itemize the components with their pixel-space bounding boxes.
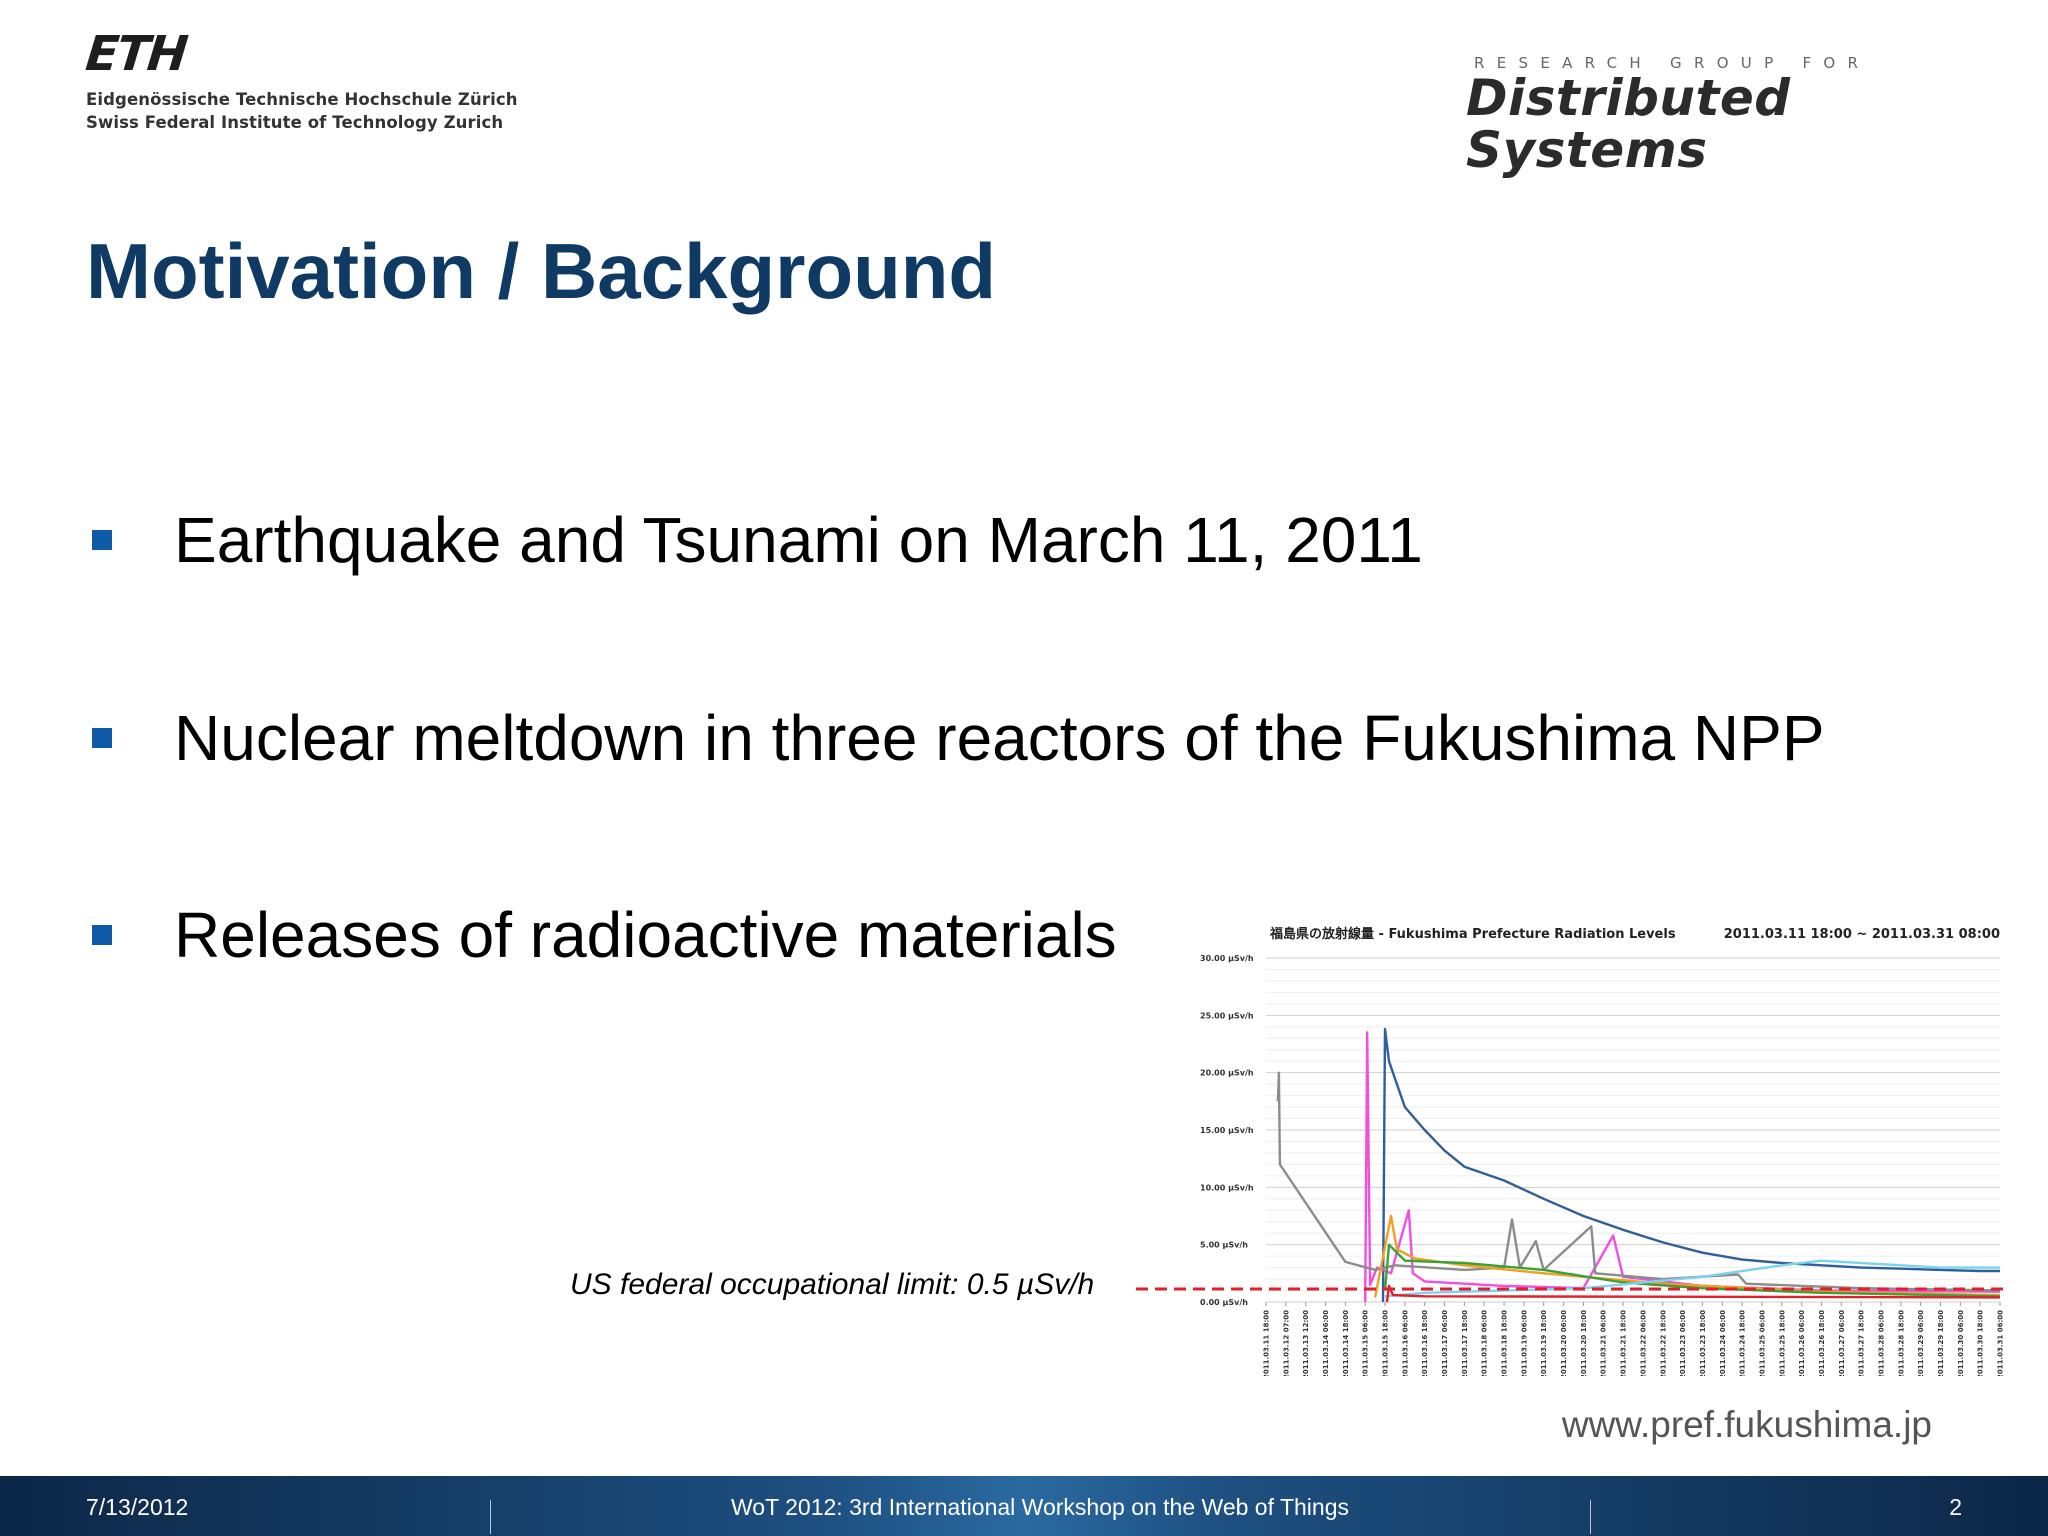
radiation-levels-chart: 福島県の放射線量 - Fukushima Prefecture Radiatio… [1200,926,2005,1376]
bullet-square-icon [92,925,112,945]
chart-series-line [1385,1284,2001,1303]
bullet-item: Releases of radioactive materials [86,895,1117,975]
chart-x-tick-label: 2011.03.17 06:00 [1441,1310,1449,1376]
chart-x-tick-label: 2011.03.30 18:00 [1977,1310,1985,1376]
chart-y-tick-label: 25.00 µSv/h [1200,1011,1254,1020]
bullet-text: Nuclear meltdown in three reactors of th… [174,702,1825,774]
chart-series-line [1383,1243,2001,1298]
chart-x-tick-label: 2011.03.16 06:00 [1401,1310,1409,1376]
chart-y-tick-label: 15.00 µSv/h [1200,1126,1254,1135]
chart-y-tick-label: 20.00 µSv/h [1200,1069,1254,1078]
chart-x-tick-label: 2011.03.21 06:00 [1600,1310,1608,1376]
chart-x-tick-label: 2011.03.29 18:00 [1937,1310,1945,1376]
chart-x-tick-label: 2011.03.16 18:00 [1421,1310,1429,1376]
chart-x-tick-label: 2011.03.17 18:00 [1461,1310,1469,1376]
chart-x-tick-label: 2011.03.21 18:00 [1620,1310,1628,1376]
bullet-text: Earthquake and Tsunami on March 11, 2011 [174,504,1423,576]
chart-y-tick-label: 10.00 µSv/h [1200,1183,1254,1192]
eth-logo-line1: Eidgenössische Technische Hochschule Zür… [86,90,518,109]
chart-x-tick-label: 2011.03.22 18:00 [1659,1310,1667,1376]
eth-logo-line2: Swiss Federal Institute of Technology Zu… [86,113,504,132]
chart-y-tick-label: 5.00 µSv/h [1200,1241,1248,1250]
chart-series [1276,1027,2001,1303]
bullet-square-icon [92,530,112,550]
chart-x-tick-label: 2011.03.11 18:00 [1263,1310,1271,1376]
chart-series-line [1381,1027,2000,1303]
chart-x-tick-label: 2011.03.20 18:00 [1580,1310,1588,1376]
chart-series-line [1364,1031,2001,1303]
chart-title: 福島県の放射線量 - Fukushima Prefecture Radiatio… [1269,926,1676,942]
chart-x-tick-label: 2011.03.19 06:00 [1520,1310,1528,1376]
chart-x-tick-label: 2011.03.18 18:00 [1501,1310,1509,1376]
chart-y-tick-label: 30.00 µSv/h [1200,954,1254,963]
chart-series-line [1384,1259,2000,1298]
footer-page-number: 2 [1949,1494,1962,1520]
chart-x-tick-label: 2011.03.14 18:00 [1342,1310,1350,1376]
chart-gridlines [1266,957,2000,1303]
chart-date-range: 2011.03.11 18:00 ~ 2011.03.31 08:00 [1724,927,2000,942]
eth-logo-mark: ETH [83,26,189,82]
chart-x-tick-label: 2011.03.30 06:00 [1957,1310,1965,1376]
chart-x-tick-label: 2011.03.29 06:00 [1917,1310,1925,1376]
occupational-limit-label: US federal occupational limit: 0.5 µSv/h [570,1268,1095,1301]
chart-y-tick-label: 0.00 µSv/h [1200,1298,1248,1307]
research-group-name: Distributed Systems [1466,69,1791,179]
slide-title: Motivation / Background [86,227,997,315]
chart-x-tick-label: 2011.03.26 06:00 [1798,1310,1806,1376]
chart-x-tick-label: 2011.03.23 18:00 [1699,1310,1707,1376]
chart-x-tick-label: 2011.03.24 18:00 [1739,1310,1747,1376]
chart-x-tick-label: 2011.03.25 18:00 [1778,1310,1786,1376]
chart-series-line [1276,1071,2001,1292]
chart-x-tick-label: 2011.03.25 06:00 [1758,1310,1766,1376]
bullet-item: Nuclear meltdown in three reactors of th… [86,698,1825,778]
chart-x-tick-label: 2011.03.13 12:00 [1302,1310,1310,1376]
occupational-limit-line [1136,1287,2008,1291]
chart-x-ticks: 2011.03.11 18:00 2011.03.12 07:00 2011.03.… [1263,1302,2005,1376]
chart-x-tick-label: 2011.03.31 06:00 [1997,1310,2005,1376]
research-group-logo: RESEARCH GROUP FOR Distributed Systems [1466,54,1966,176]
research-group-kicker: RESEARCH GROUP FOR [1474,54,1871,72]
chart-y-ticks: 0.00 µSv/h 5.00 µSv/h 10.00 µSv/h 15.00 µSv… [1200,954,1254,1307]
footer-date: 7/13/2012 [86,1494,189,1520]
footer-divider [490,1500,491,1534]
footer-title: WoT 2012: 3rd International Workshop on … [731,1494,1349,1520]
bullet-text: Releases of radioactive materials [174,899,1117,971]
chart-x-tick-label: 2011.03.28 18:00 [1897,1310,1905,1376]
chart-x-tick-label: 2011.03.14 06:00 [1322,1310,1330,1376]
eth-logo: ETH Eidgenössische Technische Hochschule… [83,26,518,134]
chart-x-tick-label: 2011.03.15 18:00 [1382,1310,1390,1376]
chart-x-tick-label: 2011.03.23 06:00 [1679,1310,1687,1376]
chart-x-tick-label: 2011.03.27 06:00 [1838,1310,1846,1376]
slide-footer: 7/13/2012 WoT 2012: 3rd International Wo… [0,1476,2048,1536]
chart-x-tick-label: 2011.03.20 06:00 [1560,1310,1568,1376]
chart-x-tick-label: 2011.03.19 18:00 [1540,1310,1548,1376]
chart-x-tick-label: 2011.03.12 07:00 [1282,1310,1290,1376]
footer-divider [1590,1500,1591,1534]
chart-x-tick-label: 2011.03.26 18:00 [1818,1310,1826,1376]
chart-x-tick-label: 2011.03.24 06:00 [1719,1310,1727,1376]
chart-x-tick-label: 2011.03.15 06:00 [1362,1310,1370,1376]
bullet-item: Earthquake and Tsunami on March 11, 2011 [86,500,1423,580]
source-url: www.pref.fukushima.jp [1561,1404,1932,1445]
chart-x-tick-label: 2011.03.28 06:00 [1877,1310,1885,1376]
chart-x-tick-label: 2011.03.27 18:00 [1858,1310,1866,1376]
chart-x-tick-label: 2011.03.18 06:00 [1481,1310,1489,1376]
bullet-square-icon [92,728,112,748]
chart-x-tick-label: 2011.03.22 06:00 [1639,1310,1647,1376]
